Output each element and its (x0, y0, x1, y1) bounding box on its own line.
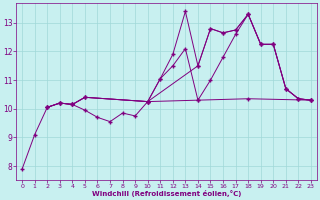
X-axis label: Windchill (Refroidissement éolien,°C): Windchill (Refroidissement éolien,°C) (92, 190, 241, 197)
